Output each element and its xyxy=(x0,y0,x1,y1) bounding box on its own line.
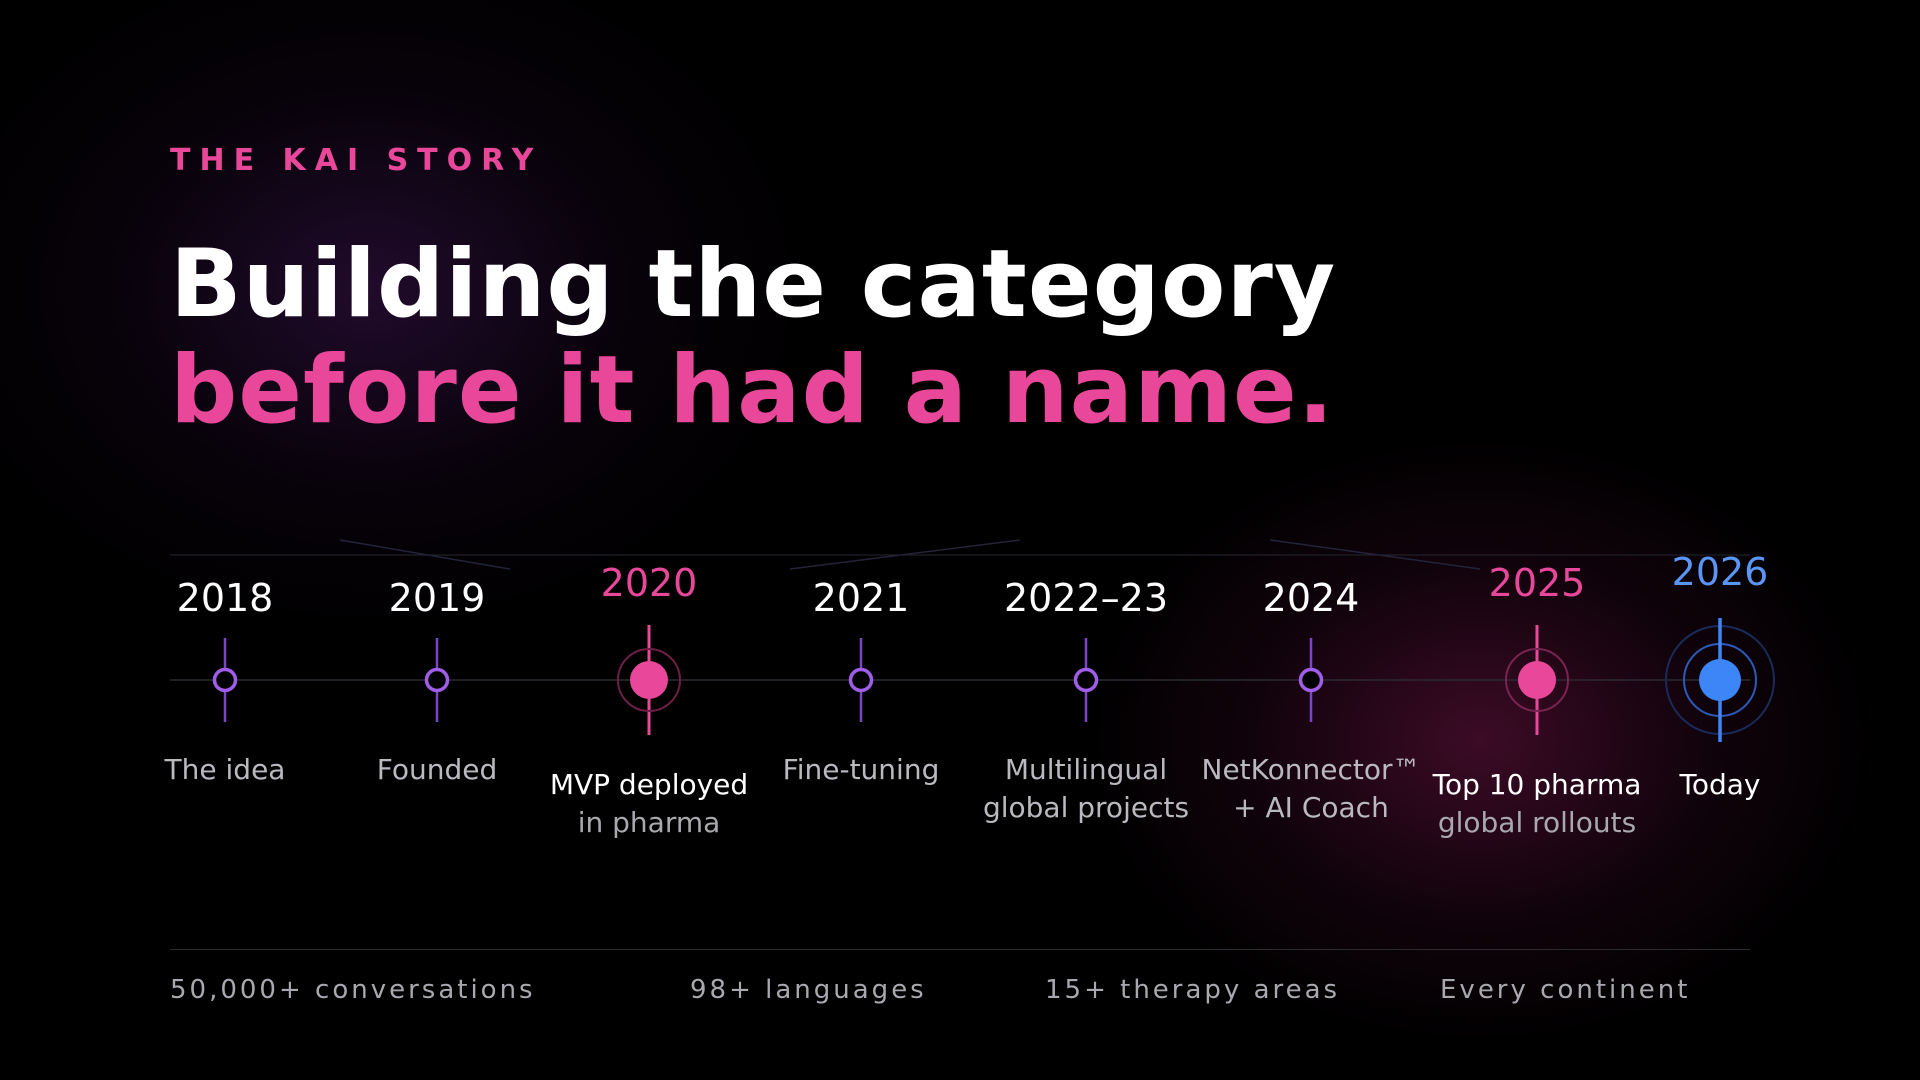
node-2021 xyxy=(848,638,874,722)
node-2019 xyxy=(424,638,450,722)
milestone-label: Today xyxy=(1680,766,1761,804)
milestone-label-main: Today xyxy=(1679,768,1761,801)
milestone-label-main: Top 10 pharma xyxy=(1432,768,1642,801)
milestone-label-sub: global rollouts xyxy=(1437,806,1637,839)
milestone-year: 2022–23 xyxy=(1003,576,1169,620)
milestone-label: Founded xyxy=(377,751,498,789)
milestone-label-main: MVP deployed xyxy=(549,768,749,801)
node-2022-23 xyxy=(1073,638,1099,722)
milestone-label-line-1: NetKonnector™ xyxy=(1201,753,1421,786)
node-2025 xyxy=(1505,625,1569,735)
milestone-label: Multilingual global projects xyxy=(983,751,1189,827)
stat-conversations: 50,000+ conversations xyxy=(170,975,536,1005)
milestone-label-text: The idea xyxy=(164,753,286,786)
milestone-label: NetKonnector™ + AI Coach xyxy=(1202,751,1421,827)
stat-languages: 98+ languages xyxy=(690,975,927,1005)
headline-line-1: Building the category xyxy=(170,230,1337,339)
node-2020 xyxy=(617,625,681,735)
milestone-year: 2025 xyxy=(1488,561,1586,605)
headline-line-2: before it had a name. xyxy=(170,336,1335,445)
milestone-year: 2018 xyxy=(176,576,274,620)
milestone-label-line-1: Multilingual xyxy=(1004,753,1168,786)
decorative-line xyxy=(339,539,511,570)
node-2026 xyxy=(1665,618,1775,742)
milestone-label-sub: in pharma xyxy=(577,806,721,839)
milestone-label-text: Founded xyxy=(376,753,498,786)
milestone-label: Top 10 pharma global rollouts xyxy=(1433,766,1642,842)
milestone-year: 2024 xyxy=(1262,576,1360,620)
decorative-line xyxy=(1269,539,1481,570)
stat-therapy-areas: 15+ therapy areas xyxy=(1045,975,1341,1005)
decorative-line xyxy=(789,539,1021,570)
milestone-year: 2026 xyxy=(1671,550,1769,594)
milestone-label: Fine-tuning xyxy=(783,751,940,789)
milestone-year: 2021 xyxy=(812,576,910,620)
milestone-label-line-2: + AI Coach xyxy=(1233,791,1389,824)
stat-continents: Every continent xyxy=(1440,975,1691,1005)
node-2018 xyxy=(212,638,238,722)
eyebrow-label: THE KAI STORY xyxy=(170,143,543,178)
headline: Building the category before it had a na… xyxy=(170,232,1336,444)
milestone-label-text: Fine-tuning xyxy=(782,753,940,786)
milestone-label-line-2: global projects xyxy=(982,791,1190,824)
stats-divider xyxy=(170,949,1750,950)
node-2024 xyxy=(1298,638,1324,722)
milestone-year: 2020 xyxy=(600,561,698,605)
milestone-label: The idea xyxy=(165,751,286,789)
milestone-year: 2019 xyxy=(388,576,486,620)
milestone-label: MVP deployed in pharma xyxy=(550,766,748,842)
